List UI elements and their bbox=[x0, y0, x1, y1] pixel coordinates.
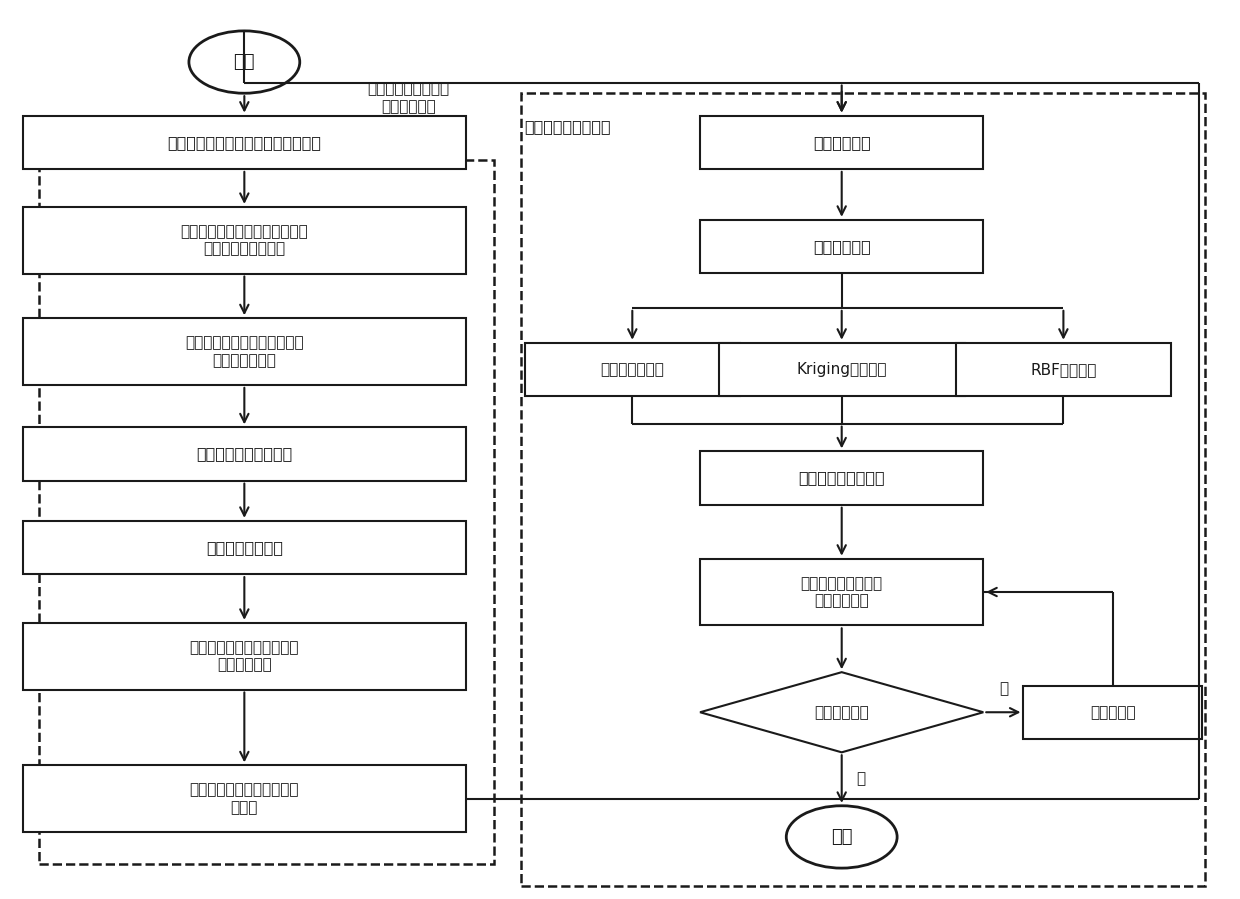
Bar bbox=[22, 318, 466, 385]
Text: 多目标混合问题优化: 多目标混合问题优化 bbox=[525, 120, 610, 135]
Polygon shape bbox=[701, 672, 983, 752]
Text: 结束: 结束 bbox=[831, 828, 852, 846]
Text: 试验设计表样本点计算: 试验设计表样本点计算 bbox=[196, 447, 293, 461]
Bar bbox=[22, 427, 466, 481]
Text: 精度对比及模型选择: 精度对比及模型选择 bbox=[799, 470, 885, 485]
Text: 构建材料混合变量的匹配数
学模型: 构建材料混合变量的匹配数 学模型 bbox=[190, 782, 299, 814]
Text: RBF近似模型: RBF近似模型 bbox=[1030, 361, 1096, 377]
Ellipse shape bbox=[188, 31, 300, 93]
Text: 选定典型材料强度水平并建立
正交试验设计表: 选定典型材料强度水平并建立 正交试验设计表 bbox=[185, 335, 304, 368]
Bar bbox=[701, 558, 983, 626]
Bar bbox=[22, 207, 466, 273]
Text: 多项式近似模型: 多项式近似模型 bbox=[600, 361, 665, 377]
Bar bbox=[525, 343, 740, 396]
Bar bbox=[22, 115, 466, 169]
Text: 根据影响趋势程度确定侧碰
敏感安全部件: 根据影响趋势程度确定侧碰 敏感安全部件 bbox=[190, 640, 299, 672]
Bar bbox=[956, 343, 1171, 396]
Bar bbox=[522, 93, 1205, 886]
Bar bbox=[22, 623, 466, 690]
Text: 水平趋势影响分析: 水平趋势影响分析 bbox=[206, 540, 283, 555]
Bar bbox=[701, 451, 983, 504]
Text: 试验设计分析: 试验设计分析 bbox=[813, 135, 870, 150]
Bar bbox=[22, 765, 466, 832]
Text: 构建近似模型: 构建近似模型 bbox=[813, 239, 870, 254]
Bar bbox=[38, 160, 495, 864]
Bar bbox=[701, 115, 983, 169]
Text: 满足设计要求: 满足设计要求 bbox=[815, 705, 869, 720]
Text: 给定侧碰汽车关键安全部件选择范围: 给定侧碰汽车关键安全部件选择范围 bbox=[167, 135, 321, 150]
Text: 是: 是 bbox=[857, 771, 866, 787]
Bar bbox=[1023, 686, 1202, 739]
Bar bbox=[718, 343, 965, 396]
Text: 否: 否 bbox=[998, 681, 1008, 696]
Bar bbox=[22, 521, 466, 574]
Text: 增加样本点: 增加样本点 bbox=[1090, 705, 1136, 720]
Text: 选定传力路径上的备选零件以及
侧碰耐撞性评价指标: 选定传力路径上的备选零件以及 侧碰耐撞性评价指标 bbox=[181, 224, 309, 256]
Bar bbox=[701, 219, 983, 273]
Text: 关键安全构件及相关
设计变量选定: 关键安全构件及相关 设计变量选定 bbox=[367, 82, 450, 114]
Text: Kriging近似模型: Kriging近似模型 bbox=[796, 361, 887, 377]
Text: 选择多目标优化方法
进行优化设计: 选择多目标优化方法 进行优化设计 bbox=[801, 575, 883, 609]
Ellipse shape bbox=[786, 806, 897, 868]
Text: 开始: 开始 bbox=[233, 53, 255, 71]
